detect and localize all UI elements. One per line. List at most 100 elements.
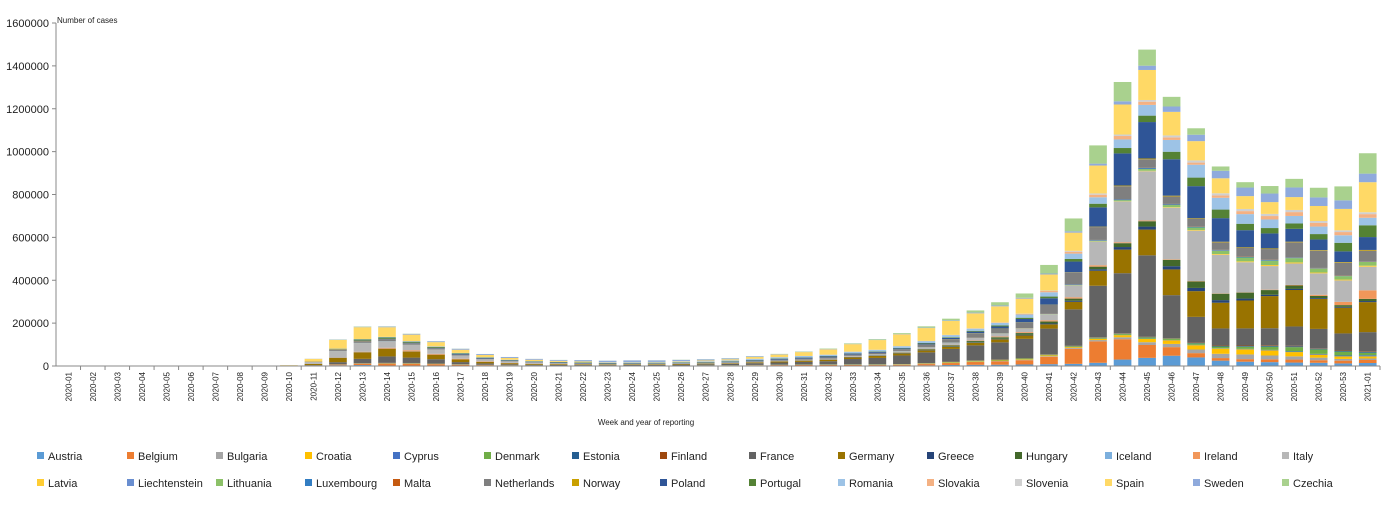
bar-segment-italy — [1285, 263, 1304, 285]
bar-segment-germany — [1309, 298, 1328, 329]
bar-segment-poland — [402, 342, 421, 344]
bar-segment-bulgaria — [1187, 349, 1205, 354]
bar-segment-germany — [549, 364, 568, 366]
bar-segment-poland — [721, 361, 740, 363]
x-tick-label: 2020-29 — [751, 371, 760, 401]
x-tick-label: 2020-13 — [358, 371, 367, 401]
legend-label: France — [760, 451, 794, 463]
bar-segment-romania — [942, 335, 960, 338]
legend-label: Croatia — [316, 451, 352, 463]
bar-segment-germany — [353, 352, 372, 359]
bar-segment-france — [623, 364, 642, 366]
bar-segment-czechia — [1211, 166, 1230, 171]
bar-segment-czechia — [1162, 96, 1181, 107]
x-tick-label: 2020-47 — [1192, 371, 1201, 401]
bar-segment-italy — [966, 337, 985, 341]
bar-segment-poland — [844, 353, 862, 355]
bar-segment-czechia — [1015, 293, 1034, 298]
bar-segment-belgium — [353, 363, 372, 366]
bar-segment-spain — [1040, 274, 1058, 291]
x-tick-label: 2020-32 — [824, 371, 833, 401]
x-tick-label: 2020-48 — [1217, 371, 1226, 401]
bar-segment-belgium — [1211, 358, 1230, 361]
bar-segment-netherlands — [1334, 262, 1353, 276]
bar-segment-germany — [402, 351, 421, 358]
bar-segment-bulgaria — [1285, 356, 1304, 360]
bar-segment-portugal — [1040, 296, 1058, 299]
bar-segment-germany — [819, 359, 838, 362]
bar-segment-greece — [1211, 300, 1230, 303]
legend-item-lithuania: Lithuania — [216, 478, 273, 490]
bar-segment-germany — [500, 363, 519, 365]
bar-segment-france — [770, 362, 789, 365]
bar-segment-slovakia — [1040, 290, 1058, 293]
bar-segment-poland — [819, 356, 838, 358]
bar-segment-netherlands — [745, 360, 764, 362]
bar-segment-germany — [1162, 269, 1181, 296]
bar-segment-lithuania — [1358, 261, 1377, 266]
bar-segment-estonia — [1358, 351, 1377, 353]
bar-segment-germany — [1260, 296, 1279, 329]
bar-segment-denmark — [1334, 351, 1353, 356]
bar-segment-italy — [1358, 266, 1377, 291]
bar-segment-sweden — [1358, 173, 1377, 183]
bar-segment-netherlands — [868, 352, 887, 355]
bar-segment-france — [672, 364, 691, 366]
bar-segment-romania — [745, 358, 764, 360]
bar-segment-germany — [598, 364, 617, 366]
bar-segment-slovakia — [1285, 212, 1304, 216]
legend-swatch — [927, 452, 934, 459]
bar-segment-croatia — [1211, 348, 1230, 354]
legend-swatch — [572, 452, 579, 459]
bar-segment-portugal — [1309, 234, 1328, 240]
bar-segment-poland — [1358, 237, 1377, 250]
bar-segment-italy — [1138, 171, 1156, 221]
bar-segment-sweden — [1334, 200, 1353, 209]
legend-label: Poland — [671, 478, 705, 490]
bar-segment-italy — [844, 355, 862, 357]
bar-segment-romania — [427, 346, 445, 347]
bar-segment-france — [500, 364, 519, 366]
bar-segment-italy — [525, 362, 543, 364]
bar-segment-hungary — [1358, 298, 1377, 302]
bar-segment-czechia — [1358, 153, 1377, 174]
bar-segment-spain — [819, 349, 838, 355]
bar-segment-italy — [1211, 254, 1230, 294]
bar-segment-germany — [1138, 229, 1156, 256]
bar-segment-greece — [1236, 298, 1254, 301]
bar-segment-latvia — [1211, 254, 1230, 255]
bar-segment-poland — [1040, 298, 1058, 305]
bar-segment-greece — [991, 338, 1009, 340]
bar-segment-france — [1064, 309, 1083, 346]
bar-segment-france — [819, 361, 838, 365]
bar-segment-romania — [844, 351, 862, 354]
bar-segment-bulgaria — [1064, 347, 1083, 349]
bar-segment-sweden — [598, 360, 617, 363]
bar-segment-greece — [1162, 266, 1181, 270]
legend-item-luxembourg: Luxembourg — [305, 478, 377, 490]
bar-segment-portugal — [451, 353, 470, 355]
bar-segment-hungary — [1089, 266, 1107, 270]
bar-segment-romania — [672, 361, 691, 363]
bar-segment-bulgaria — [1138, 342, 1156, 345]
bar-segment-romania — [1040, 292, 1058, 297]
legend-swatch — [127, 479, 134, 486]
legend-swatch — [305, 452, 312, 459]
bar-segment-germany — [696, 363, 715, 365]
bar-segment-sweden — [1285, 187, 1304, 198]
bar-segment-poland — [1015, 318, 1034, 323]
bar-segment-portugal — [427, 346, 445, 348]
bar-segment-ireland — [1358, 290, 1377, 299]
bar-segment-ireland — [1138, 220, 1156, 222]
x-tick-label: 2020-25 — [653, 371, 662, 401]
x-tick-label: 2020-31 — [800, 371, 809, 401]
bar-segment-romania — [1015, 314, 1034, 318]
bar-segment-italy — [353, 343, 372, 352]
x-tick-label: 2020-22 — [579, 371, 588, 401]
x-tick-label: 2020-43 — [1094, 371, 1103, 401]
bar-segment-slovakia — [1211, 195, 1230, 198]
bar-segment-germany — [672, 363, 691, 365]
bar-segment-sweden — [647, 360, 666, 362]
bar-segment-spain — [574, 361, 592, 363]
bar-segment-slovenia — [1089, 193, 1107, 195]
